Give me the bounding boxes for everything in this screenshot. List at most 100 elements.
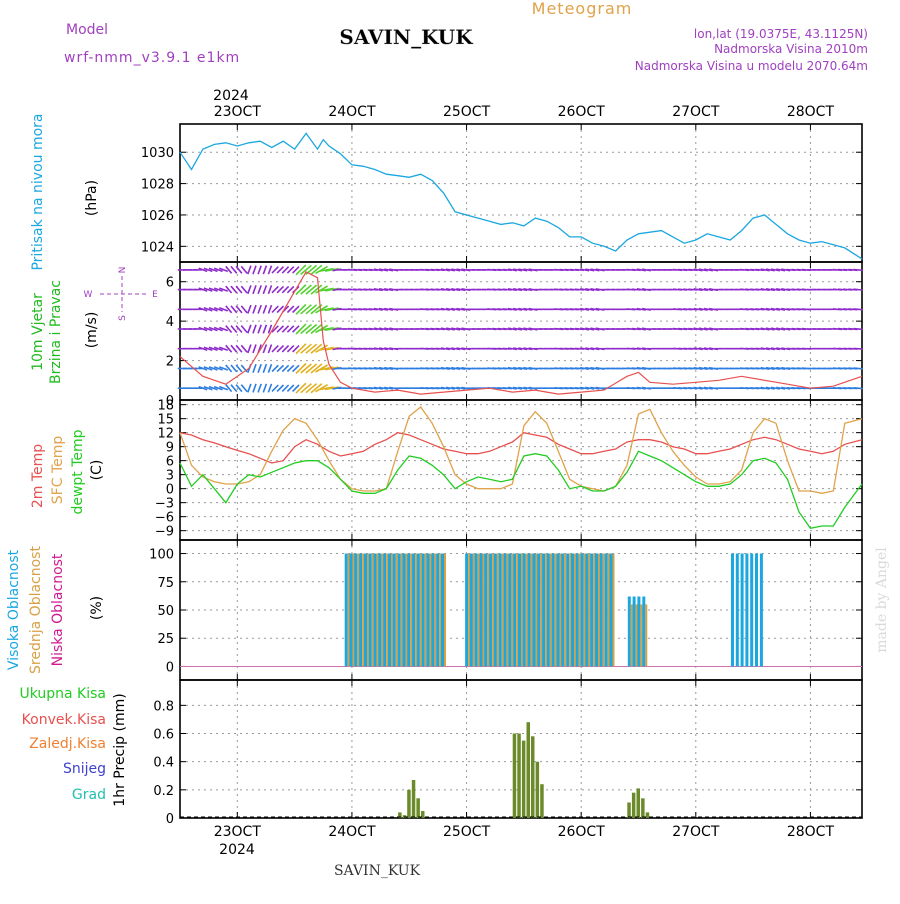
wind-arrow-549 — [580, 327, 590, 331]
bottom-xtick-label-5: 28OCT — [787, 824, 835, 840]
temp-sfc-line — [179, 406, 863, 494]
wind-compass: N S W E — [84, 267, 159, 321]
bottom-xtick-label-1: 24OCT — [328, 824, 376, 840]
wind-arrow-115 — [262, 324, 268, 334]
wind-arrow-801 — [765, 327, 775, 331]
wind-arrow-48 — [208, 267, 218, 273]
ytick-label-5: 6 — [166, 455, 174, 470]
wind-arrow-59 — [219, 326, 229, 332]
cloud-bar-high-43 — [571, 553, 574, 667]
wind-unit: (m/s) — [84, 312, 100, 349]
wind-arrow-807 — [770, 347, 781, 351]
wind-arrow-471 — [523, 347, 533, 351]
cloud-bar-high-20 — [441, 553, 444, 667]
cloud-bar-mid-9 — [391, 553, 393, 667]
wind-arrow-153 — [286, 266, 295, 274]
panel-frame — [179, 123, 863, 263]
top-year-label: 2024 — [213, 88, 249, 104]
wind-arrow-30 — [198, 346, 208, 352]
wind-arrow-169 — [300, 363, 312, 374]
wind-arrow-462 — [518, 386, 528, 390]
wind-arrow-452 — [507, 307, 517, 311]
wind-arrow-69 — [225, 265, 233, 274]
wind-arrow-716 — [703, 347, 713, 351]
cloud-bar-high-10 — [392, 553, 396, 667]
cloud-bar-high-52 — [627, 596, 631, 667]
wind-arrow-105 — [257, 383, 262, 393]
wind-arrow-624 — [636, 366, 646, 370]
precip-bar-4 — [416, 798, 420, 818]
ytick-label-4: 3 — [166, 469, 174, 484]
wind-arrow-198 — [319, 346, 334, 351]
wind-arrow-157 — [292, 325, 300, 333]
wind-arrow-190 — [315, 364, 329, 373]
wind-arrow-132 — [271, 266, 279, 274]
pressure-panel: 1024 1026 1028 1030 — [141, 123, 863, 263]
wind-arrow-194 — [315, 285, 329, 294]
cloud-bar-mid-8 — [386, 553, 389, 667]
wind-arrow-368 — [445, 307, 456, 311]
wind-arrow-715 — [703, 366, 713, 370]
wind-arrow-119 — [267, 383, 273, 393]
wind-arrow-62 — [219, 267, 229, 273]
wind-arrow-131 — [271, 285, 279, 294]
wind-arrow-178 — [305, 323, 318, 335]
wind-label-1: 10m Vjetar — [30, 293, 46, 371]
wind-arrow-195 — [315, 265, 329, 275]
wind-arrow-628 — [636, 288, 646, 292]
wind-arrow-459 — [512, 307, 523, 311]
wind-arrow-810 — [770, 288, 781, 292]
wind-arrow-813 — [776, 366, 786, 370]
ytick-label-1: 2 — [166, 355, 174, 370]
wind-arrow-469 — [523, 386, 533, 390]
wind-arrow-33 — [198, 287, 208, 292]
wind-arrow-449 — [507, 366, 517, 370]
precip-bar-12 — [540, 784, 544, 818]
wind-arrow-793 — [760, 347, 770, 351]
top-xtick-label-0: 23OCT — [214, 104, 262, 120]
wind-arrow-700 — [693, 386, 703, 390]
wind-arrow-55 — [213, 267, 223, 273]
panel-frame — [179, 399, 863, 541]
wind-arrow-475 — [523, 268, 533, 272]
wind-arrow-466 — [518, 307, 528, 311]
wind-arrow-160 — [292, 266, 300, 274]
wind-arrow-279 — [378, 268, 389, 272]
wind-arrow-64 — [225, 364, 233, 373]
wind-arrow-802 — [765, 307, 775, 311]
cloud-bar-mid-40 — [559, 553, 562, 667]
cloud-bar-mid-37 — [545, 553, 548, 667]
wind-arrow-703 — [693, 327, 703, 331]
wind-arrow-164 — [295, 323, 307, 335]
wind-arrow-121 — [267, 344, 273, 354]
precip-bar-17 — [645, 812, 650, 818]
wind-arrow-566 — [590, 268, 600, 272]
cloud-bar-mid-4 — [367, 553, 369, 667]
wind-arrow-457 — [512, 347, 523, 351]
cloud-bar-high-27 — [493, 553, 497, 667]
ytick-label-1: 25 — [157, 632, 174, 647]
wind-arrow-277 — [378, 307, 389, 311]
wind-arrow-267 — [373, 366, 383, 370]
wind-arrow-920 — [853, 327, 863, 331]
cloud-bar-high-12 — [402, 553, 406, 667]
wind-arrow-796 — [760, 288, 770, 292]
wind-arrow-205 — [324, 346, 339, 351]
wind-arrow-474 — [523, 288, 533, 292]
wind-arrow-134 — [276, 364, 285, 373]
ytick-label-3: 0 — [166, 483, 174, 498]
wind-arrow-383 — [456, 288, 466, 292]
wind-panel: 0 2 4 6 — [166, 261, 863, 409]
wind-arrow-275 — [378, 347, 389, 351]
wind-arrow-268 — [373, 347, 383, 351]
temp-unit: (C) — [89, 460, 105, 481]
wind-arrow-374 — [451, 327, 461, 331]
wind-arrow-133 — [276, 384, 285, 392]
wind-arrow-154 — [292, 384, 300, 392]
cloud-label-mid: Srednja Oblacnost — [28, 546, 44, 674]
wind-arrow-816 — [776, 307, 786, 311]
cloud-bar-mid-19 — [439, 553, 442, 667]
wind-arrow-382 — [456, 307, 466, 311]
wind-arrow-708 — [698, 366, 708, 370]
